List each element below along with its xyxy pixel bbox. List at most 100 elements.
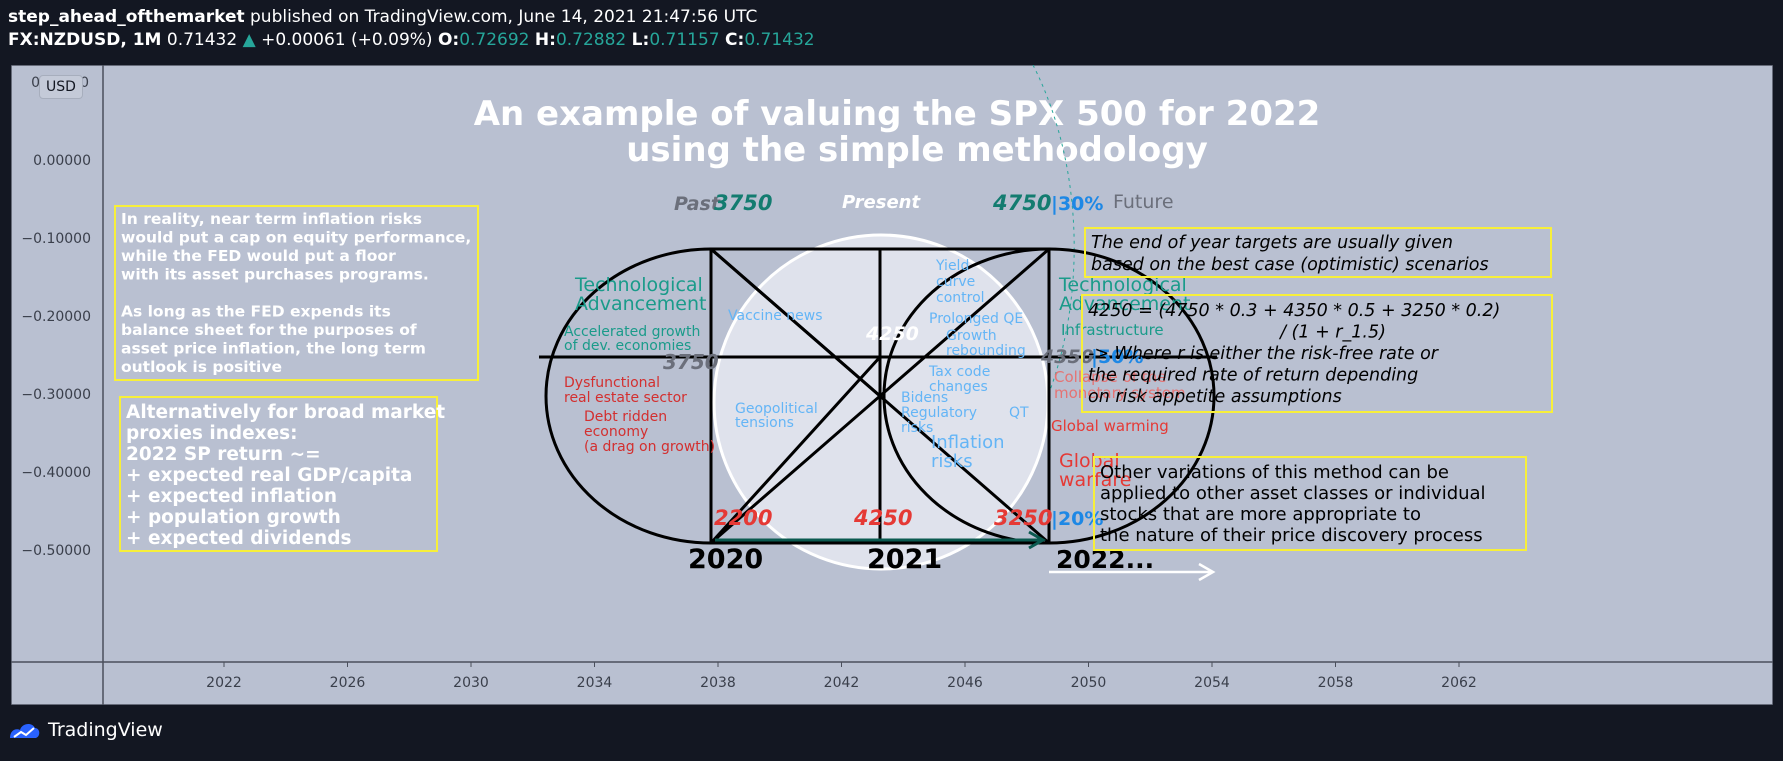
price-value: 0.71432 xyxy=(166,30,238,50)
chart-area[interactable]: 0.100000.00000−0.10000−0.20000−0.30000−0… xyxy=(11,65,1773,705)
bottom-mid-value: 4250 xyxy=(853,506,912,530)
low-label: L: xyxy=(631,30,650,50)
note-line: + expected inflation xyxy=(126,486,337,507)
y-tick-label: −0.20000 xyxy=(21,309,91,325)
x-tick-label: 2046 xyxy=(947,675,983,691)
year-2020: 2020 xyxy=(688,544,763,575)
x-tick-label: 2030 xyxy=(453,675,489,691)
left-tech-label: Technological Advancement xyxy=(574,274,706,315)
x-axis-ticks: 2022 2026 2030 2034 2038 2042 2046 2050 2054 2058… xyxy=(206,662,1477,691)
y-tick-label: −0.10000 xyxy=(21,231,91,247)
right-warfare-label: Global warfare xyxy=(1059,450,1131,491)
geopolitical-label: Geopolitical tensions xyxy=(735,401,818,431)
y-tick-label: −0.50000 xyxy=(21,543,91,559)
top-future-prob: |30% xyxy=(1051,193,1103,215)
up-arrow-icon: ▲ xyxy=(242,30,256,50)
note-line: outlook is positive xyxy=(121,358,282,376)
close-value: 0.71432 xyxy=(744,30,815,50)
high-label: H: xyxy=(534,30,556,50)
note-line: As long as the FED expends its xyxy=(121,303,391,321)
symbol-name[interactable]: FX:NZDUSD, 1M xyxy=(8,30,162,50)
currency-badge[interactable]: USD xyxy=(39,75,83,99)
tradingview-brand: TradingView xyxy=(48,719,163,741)
note-1-text: In reality, near term inflation riskswou… xyxy=(121,210,471,376)
note-line: + expected dividends xyxy=(126,528,351,549)
note-line: Alternatively for broad market xyxy=(126,402,445,423)
x-tick-label: 2026 xyxy=(330,675,366,691)
x-tick-label: 2054 xyxy=(1194,675,1230,691)
note-line: proxies indexes: xyxy=(126,423,298,444)
note-box-3 xyxy=(1084,227,1552,278)
note-line: would put a cap on equity performance, xyxy=(121,229,471,247)
top-past-value: 3750 xyxy=(714,191,772,215)
year-2021: 2021 xyxy=(867,544,942,575)
y-tick-label: 0.00000 xyxy=(33,153,91,169)
note-line: based on the best case (optimistic) scen… xyxy=(1091,255,1489,275)
note-line: stocks that are more appropriate to xyxy=(1100,504,1421,525)
note-line: + population growth xyxy=(126,507,341,528)
y-axis-ticks: 0.100000.00000−0.10000−0.20000−0.30000−0… xyxy=(21,75,91,559)
note-line: while the FED would put a floor xyxy=(121,247,396,265)
qt-label: QT xyxy=(1009,405,1029,421)
tax-label: Tax code changes xyxy=(928,364,990,395)
open-label: O: xyxy=(437,30,460,50)
vaccine-label: Vaccine news xyxy=(728,308,823,324)
qe-label: Prolonged QE xyxy=(929,311,1023,327)
y-tick-label: −0.40000 xyxy=(21,465,91,481)
note-line: -> Where r is either the risk-free rate … xyxy=(1088,344,1440,364)
x-tick-label: 2050 xyxy=(1071,675,1107,691)
x-tick-label: 2038 xyxy=(700,675,736,691)
future-label: Future xyxy=(1113,191,1174,213)
chart-title: An example of valuing the SPX 500 for 20… xyxy=(474,94,1321,134)
left-mid-value: 3750 xyxy=(663,350,719,374)
publish-info: step_ahead_ofthemarket published on Trad… xyxy=(8,7,757,27)
left-arc xyxy=(544,247,712,545)
note-line: the required rate of return depending xyxy=(1088,366,1418,386)
x-tick-label: 2042 xyxy=(824,675,860,691)
low-value: 0.71157 xyxy=(649,30,720,50)
present-label: Present xyxy=(842,192,921,213)
note-line: asset price inflation, the long term xyxy=(121,340,426,358)
left-dysf-label: Dysfunctional real estate sector xyxy=(564,375,687,406)
note-box-1 xyxy=(114,205,479,381)
bottom-right-prob: |20% xyxy=(1051,508,1103,530)
diag-line-3 xyxy=(710,247,881,398)
timeline-arrowhead xyxy=(1028,530,1047,550)
note-line: with its asset purchases programs. xyxy=(121,266,429,284)
note-line: + expected real GDP/capita xyxy=(126,465,412,486)
bottom-left-value: 2200 xyxy=(714,506,772,530)
note-line: on risk appetite assumptions xyxy=(1088,387,1342,407)
note-5-text: Other variations of this method can beap… xyxy=(1100,462,1486,546)
right-arc xyxy=(1048,247,1216,545)
note-line: The end of year targets are usually give… xyxy=(1091,233,1453,253)
tradingview-footer[interactable]: TradingView xyxy=(8,718,163,742)
note-line: In reality, near term inflation risks xyxy=(121,210,422,228)
right-mid-prob: |50% xyxy=(1091,346,1143,368)
right-inner-arc xyxy=(882,247,1050,545)
bottom-right-value: 3250 xyxy=(994,506,1052,530)
yield-label: Yield curve control xyxy=(935,258,985,306)
x-tick-label: 2034 xyxy=(577,675,613,691)
top-future-value: 4750 xyxy=(992,191,1051,215)
left-debt-label: Debt ridden economy (a drag on growth) xyxy=(584,409,715,455)
note-4-text: 4250 = (4750 * 0.3 + 4350 * 0.5 + 3250 *… xyxy=(1088,301,1500,407)
right-mid-value: 4350 xyxy=(1040,346,1094,368)
open-value: 0.72692 xyxy=(459,30,530,50)
right-tech-label: Technological Advancement xyxy=(1058,274,1190,315)
center-value: 4250 xyxy=(865,323,919,345)
x-tick-label: 2022 xyxy=(206,675,242,691)
growth-label: Growth rebounding xyxy=(946,328,1026,359)
right-warming-label: Global warming xyxy=(1051,417,1169,435)
y-tick-label: −0.30000 xyxy=(21,387,91,403)
diag-line-4 xyxy=(709,355,882,545)
inflation-label: Inflation risks xyxy=(931,432,1005,472)
past-label: Past xyxy=(674,193,721,215)
author-name[interactable]: step_ahead_ofthemarket xyxy=(8,7,245,27)
note-box-4 xyxy=(1081,294,1553,413)
bidens-label: Bidens Regulatory risks xyxy=(901,390,977,436)
close-label: C: xyxy=(725,30,745,50)
note-box-2 xyxy=(119,396,438,552)
price-change: +0.00061 (+0.09%) xyxy=(261,30,433,50)
note-line: / (1 + r_1.5) xyxy=(1278,323,1386,343)
note-line: balance sheet for the purposes of xyxy=(121,321,417,339)
